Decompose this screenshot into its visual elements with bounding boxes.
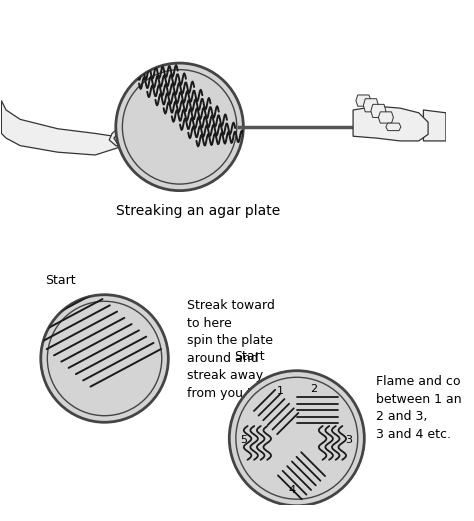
Text: 1: 1: [276, 387, 283, 396]
Polygon shape: [114, 127, 133, 145]
Circle shape: [41, 295, 168, 423]
Text: 3: 3: [345, 435, 352, 445]
Polygon shape: [423, 110, 446, 141]
Polygon shape: [371, 104, 386, 117]
Text: 4: 4: [289, 485, 296, 495]
Circle shape: [236, 377, 358, 499]
Text: Start: Start: [234, 350, 264, 363]
Polygon shape: [109, 119, 159, 147]
Text: Flame and co
between 1 an
2 and 3,
3 and 4 etc.: Flame and co between 1 an 2 and 3, 3 and…: [375, 376, 461, 441]
Text: Start: Start: [46, 274, 76, 287]
Polygon shape: [1, 101, 118, 155]
Polygon shape: [353, 106, 428, 141]
Circle shape: [229, 371, 365, 506]
Polygon shape: [386, 123, 401, 131]
Circle shape: [47, 301, 162, 416]
Polygon shape: [356, 95, 371, 106]
Polygon shape: [364, 98, 378, 112]
Circle shape: [122, 70, 237, 184]
Text: Streak toward
to here
spin the plate
around and
streak away
from you to here: Streak toward to here spin the plate aro…: [187, 300, 292, 400]
Text: 5: 5: [240, 435, 247, 445]
Circle shape: [116, 63, 243, 191]
Text: Streaking an agar plate: Streaking an agar plate: [116, 204, 281, 218]
Polygon shape: [378, 112, 393, 123]
Text: 2: 2: [310, 383, 317, 393]
